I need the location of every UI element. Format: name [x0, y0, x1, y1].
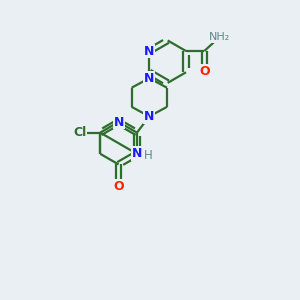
Text: O: O [113, 180, 124, 193]
Text: NH₂: NH₂ [208, 32, 230, 42]
Text: Cl: Cl [73, 126, 86, 139]
Text: N: N [144, 110, 154, 123]
Text: N: N [113, 116, 124, 128]
Text: N: N [144, 45, 154, 58]
Text: O: O [199, 65, 210, 78]
Text: N: N [144, 72, 154, 85]
Text: H: H [144, 149, 152, 162]
Text: N: N [132, 147, 142, 160]
